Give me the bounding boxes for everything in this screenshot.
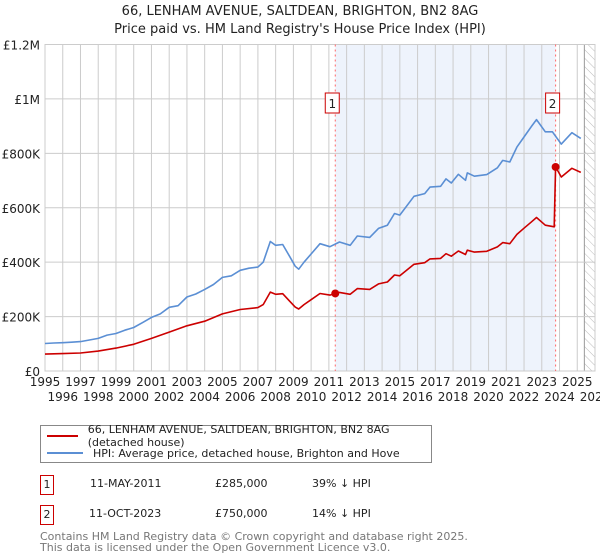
legend-swatch-property — [47, 435, 78, 437]
x-tick-label: 2012 — [331, 390, 362, 404]
plot-frame — [44, 44, 596, 372]
x-tick-label: 1999 — [101, 375, 132, 389]
x-tick-label: 2003 — [172, 375, 203, 389]
x-tick-label: 2013 — [349, 375, 380, 389]
x-tick-label: 1996 — [47, 390, 78, 404]
x-tick-label: 2017 — [420, 375, 451, 389]
x-tick-label: 2001 — [136, 375, 167, 389]
legend: 66, LENHAM AVENUE, SALTDEAN, BRIGHTON, B… — [40, 423, 432, 463]
x-tick-label: 2008 — [260, 390, 291, 404]
x-tick-label: 2023 — [527, 375, 558, 389]
sale-badge-box-1 — [324, 92, 340, 114]
y-tick-label: £1M — [14, 93, 40, 107]
legend-label-property: 66, LENHAM AVENUE, SALTDEAN, BRIGHTON, B… — [87, 423, 390, 449]
y-tick-label: £800K — [2, 147, 42, 161]
property-price-line — [44, 166, 582, 355]
sale-point-1 — [331, 289, 340, 298]
x-tick-label: 2020 — [473, 390, 504, 404]
x-tick-label: 1998 — [83, 390, 114, 404]
sale-point-2 — [551, 162, 560, 171]
sale-row-1: 1 11-MAY-2011 £285,000 39% ↓ HPI — [40, 475, 440, 495]
x-tick-label: 2002 — [154, 390, 185, 404]
sale-row-2: 2 11-OCT-2023 £750,000 14% ↓ HPI — [40, 505, 440, 525]
price-chart: 1995199619971998199920002001200220032004… — [2, 39, 600, 405]
sale-hpi-diff-2: 14% ↓ HPI — [312, 507, 371, 520]
sale-hpi-diff-1: 39% ↓ HPI — [312, 477, 371, 490]
sale-date-2: 11-OCT-2023 — [89, 507, 162, 520]
x-tick-label: 2015 — [385, 375, 416, 389]
chart-subtitle: Price paid vs. HM Land Registry's House … — [114, 22, 486, 37]
x-tick-label: 2025 — [562, 375, 593, 389]
x-tick-label: 2016 — [402, 390, 433, 404]
sale-badge-2: 2 — [40, 505, 54, 525]
footer-licence: This data is licensed under the Open Gov… — [40, 541, 391, 554]
y-tick-label: £400K — [2, 256, 42, 270]
x-tick-label: 2019 — [456, 375, 487, 389]
legend-item-property: 66, LENHAM AVENUE, SALTDEAN, BRIGHTON, B… — [47, 423, 431, 449]
sale-price-1: £285,000 — [215, 477, 268, 490]
x-tick-label: 2022 — [509, 390, 540, 404]
x-tick-label: 2011 — [314, 375, 345, 389]
x-tick-label: 2006 — [225, 390, 256, 404]
x-tick-label: 2010 — [296, 390, 327, 404]
sale-badge-box-2 — [545, 92, 561, 114]
x-tick-label: 2000 — [118, 390, 149, 404]
footer-copyright: Contains HM Land Registry data © Crown c… — [40, 530, 468, 543]
x-tick-label: 2018 — [438, 390, 469, 404]
x-tick-label: 2026 — [580, 390, 600, 404]
y-tick-label: £1.2M — [3, 39, 40, 53]
x-tick-label: 2021 — [491, 375, 522, 389]
x-tick-label: 1997 — [65, 375, 96, 389]
sale-badge-label-1: 1 — [328, 97, 336, 111]
x-tick-label: 2007 — [243, 375, 274, 389]
x-tick-label: 2014 — [367, 390, 398, 404]
x-tick-label: 1995 — [30, 375, 61, 389]
y-tick-label: £0 — [25, 365, 40, 379]
x-tick-label: 2004 — [189, 390, 220, 404]
legend-swatch-hpi — [47, 452, 83, 454]
x-tick-label: 2005 — [207, 375, 238, 389]
chart-title: 66, LENHAM AVENUE, SALTDEAN, BRIGHTON, B… — [121, 4, 479, 19]
sale-date-1: 11-MAY-2011 — [90, 477, 162, 490]
sale-price-2: £750,000 — [215, 507, 268, 520]
sale-badge-1: 1 — [40, 475, 54, 495]
x-tick-label: 2024 — [544, 390, 575, 404]
y-tick-label: £600K — [2, 202, 42, 216]
legend-label-hpi: HPI: Average price, detached house, Brig… — [93, 446, 400, 460]
x-tick-label: 2009 — [278, 375, 309, 389]
sale-badge-label-2: 2 — [549, 97, 557, 111]
legend-item-hpi: HPI: Average price, detached house, Brig… — [47, 445, 400, 461]
hpi-line — [44, 118, 582, 345]
y-tick-label: £200K — [2, 311, 42, 325]
